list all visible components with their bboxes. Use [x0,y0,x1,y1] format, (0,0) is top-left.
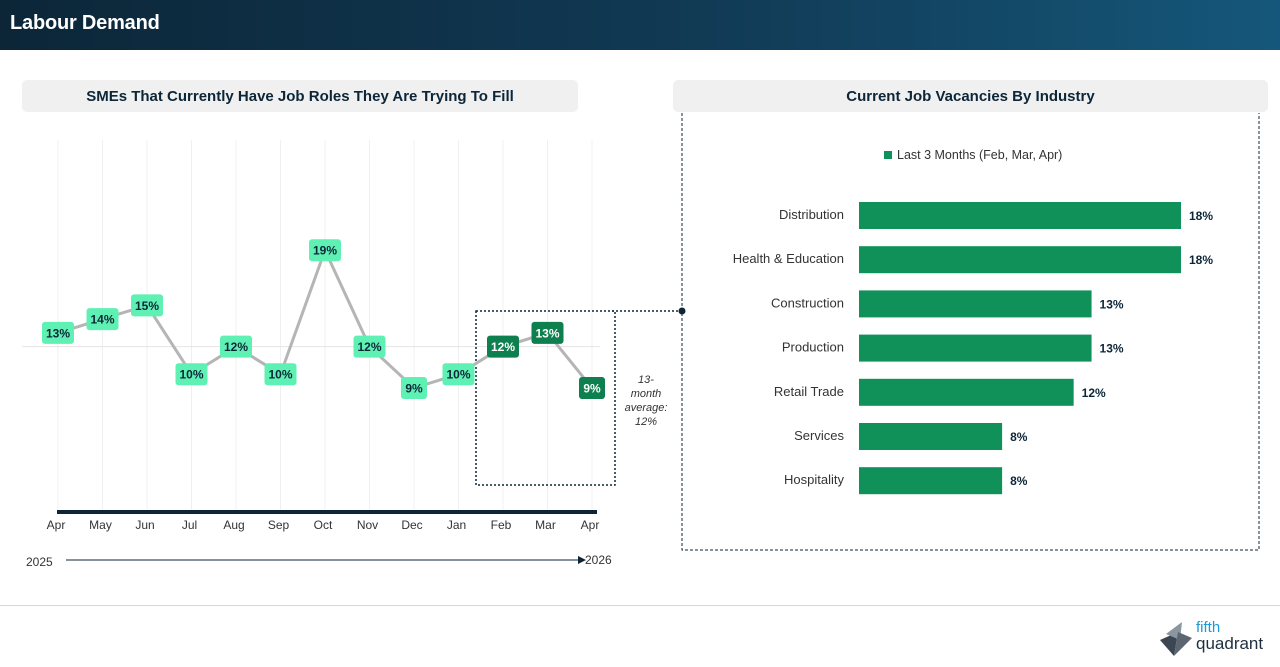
data-label-box [131,294,163,317]
data-label: 12% [357,340,381,354]
data-label-box [220,335,252,358]
company-logo: fifth quadrant [1160,620,1270,656]
data-label: 9% [583,382,601,396]
logo-text-line1: fifth [1196,619,1221,636]
data-label: 15% [135,299,159,313]
x-tick-label: Oct [314,518,333,532]
data-label: 12% [224,340,248,354]
category-label: Health & Education [733,251,844,266]
x-tick-label: May [89,518,112,532]
data-label: 9% [405,382,423,396]
x-tick-label: Jun [135,518,154,532]
category-label: Construction [771,295,844,310]
data-label-box [487,335,519,358]
x-tick-label: Feb [491,518,512,532]
bar-value-label: 8% [1010,474,1028,488]
line-chart-title: SMEs That Currently Have Job Roles They … [22,80,578,112]
bar-value-label: 13% [1100,342,1124,356]
data-label-box [442,363,475,386]
average-note: 13- [638,374,654,386]
logo-mark-icon [1160,622,1192,656]
data-label: 13% [535,326,559,340]
data-label-box [175,363,208,386]
x-tick-label: Nov [357,518,378,532]
footer-divider [0,605,1280,606]
bar-value-label: 18% [1189,253,1213,267]
x-tick-label: Sep [268,518,290,532]
data-label-box [264,363,297,386]
data-label: 10% [179,368,203,382]
year-end-label: 2026 [585,553,612,567]
logo-text-line2: quadrant [1196,634,1264,653]
data-label-box [42,321,74,344]
x-tick-label: Apr [581,518,600,532]
year-start-label: 2025 [26,555,53,569]
x-tick-label: Apr [47,518,66,532]
category-label: Hospitality [784,472,844,487]
data-label-box [353,335,386,358]
bar [859,202,1181,229]
bar-value-label: 18% [1189,209,1213,223]
category-label: Distribution [779,207,844,222]
average-note: average: [625,402,668,414]
bar [859,467,1003,495]
data-label: 10% [268,368,292,382]
data-label: 12% [491,340,515,354]
x-tick-label: Jan [447,518,466,532]
data-label: 14% [90,313,114,327]
header-bar: Labour Demand [0,0,1280,50]
data-label-box [401,377,427,399]
x-tick-label: Dec [401,518,422,532]
category-label: Production [782,340,844,355]
bar-value-label: 12% [1082,386,1106,400]
data-label-box [531,321,564,344]
highlight-box [475,310,616,486]
data-label-box [579,377,605,399]
data-label: 10% [446,368,470,382]
average-note: 12% [635,416,657,428]
bar [859,378,1074,406]
category-label: Services [794,428,844,443]
data-label-box [309,239,341,262]
bar-value-label: 13% [1100,297,1124,311]
bar [859,423,1003,450]
category-label: Retail Trade [774,384,844,399]
timeline-arrowhead [578,556,586,564]
data-label: 19% [313,244,337,258]
legend-label: Last 3 Months (Feb, Mar, Apr) [897,148,1062,162]
bar-panel-border [681,113,1260,551]
bar [859,334,1092,362]
data-label: 13% [46,326,70,340]
bar-value-label: 8% [1010,430,1028,444]
data-label-box [86,308,119,331]
bar-chart-title: Current Job Vacancies By Industry [673,80,1268,112]
page-title: Labour Demand [10,12,160,34]
legend-swatch [884,151,892,159]
bar [859,246,1181,274]
x-tick-label: Mar [535,518,556,532]
bar [859,290,1092,318]
average-note: month [631,388,662,400]
x-tick-label: Aug [223,518,244,532]
x-tick-label: Jul [182,518,197,532]
